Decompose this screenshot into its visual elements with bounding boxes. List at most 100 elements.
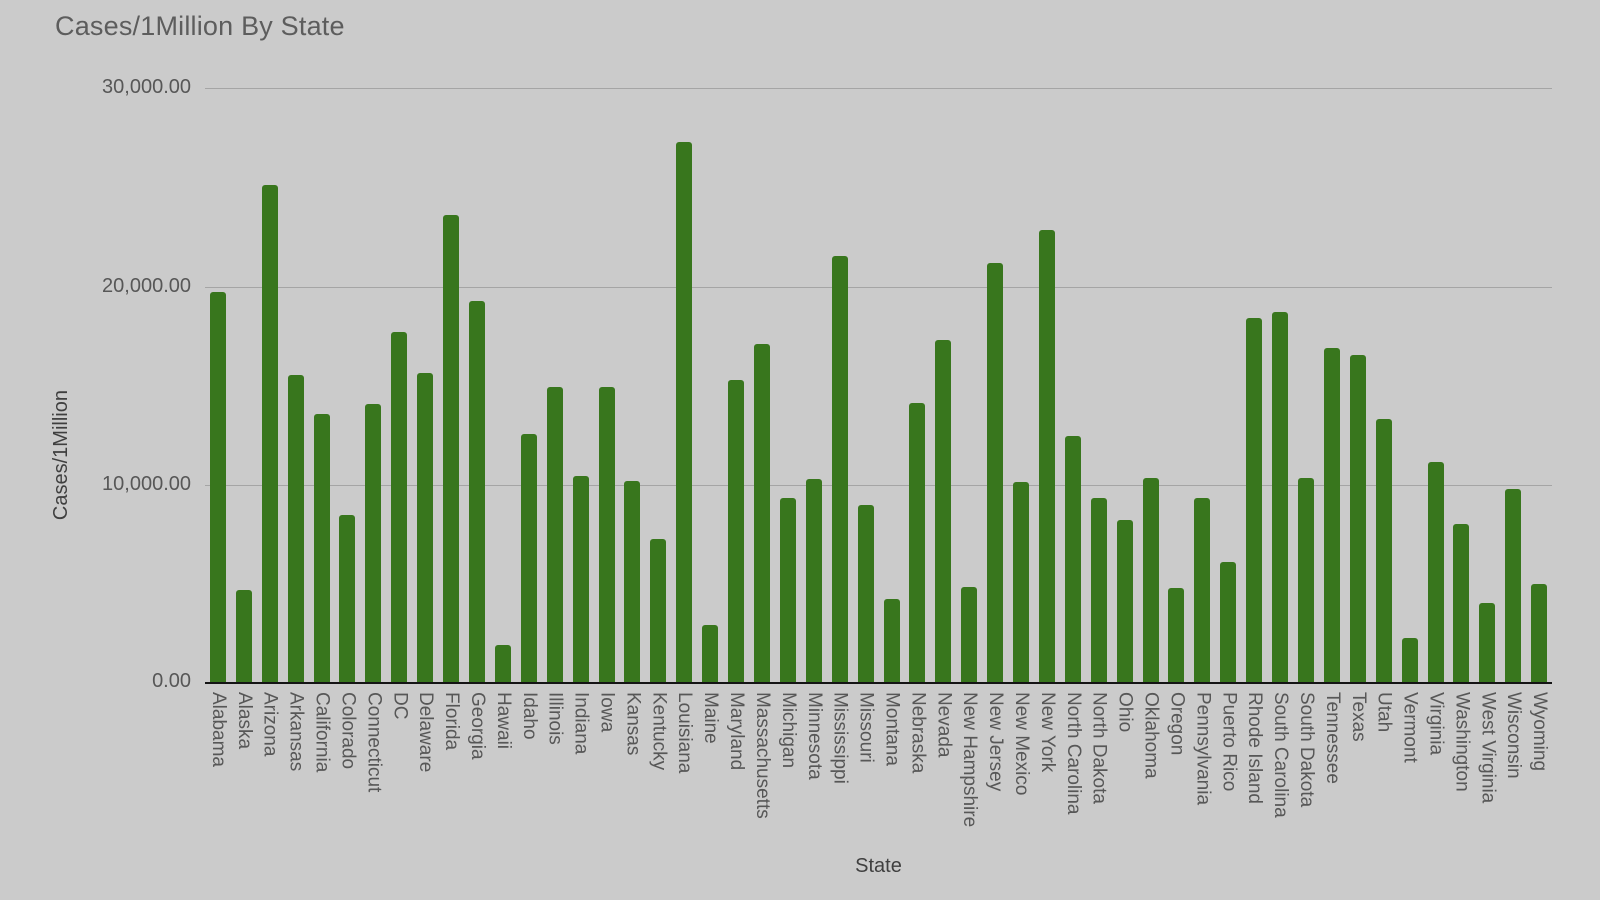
bar-indiana[interactable] xyxy=(572,475,589,683)
bar-slot xyxy=(1500,88,1526,683)
bar-south-dakota[interactable] xyxy=(1298,477,1315,683)
bar-slot xyxy=(1215,88,1241,683)
bar-arizona[interactable] xyxy=(261,185,278,683)
bar-alaska[interactable] xyxy=(235,589,252,683)
bar-connecticut[interactable] xyxy=(365,404,382,683)
x-axis-label: Alabama xyxy=(207,692,229,767)
x-label-slot: Alabama xyxy=(205,692,231,827)
bar-wisconsin[interactable] xyxy=(1505,488,1522,683)
bar-slot xyxy=(516,88,542,683)
x-axis-label: Washington xyxy=(1451,692,1473,792)
x-label-slot: Idaho xyxy=(516,692,542,827)
bar-rhode-island[interactable] xyxy=(1246,317,1263,683)
x-label-slot: Puerto Rico xyxy=(1215,692,1241,827)
bar-florida[interactable] xyxy=(443,214,460,683)
bar-slot xyxy=(1060,88,1086,683)
x-label-slot: DC xyxy=(386,692,412,827)
bar-michigan[interactable] xyxy=(779,497,796,683)
bar-slot xyxy=(1086,88,1112,683)
x-axis-label: DC xyxy=(389,692,411,720)
bar-pennsylvania[interactable] xyxy=(1194,497,1211,683)
bar-arkansas[interactable] xyxy=(287,375,304,683)
bar-slot xyxy=(1138,88,1164,683)
x-label-slot: Wisconsin xyxy=(1500,692,1526,827)
x-label-slot: Alaska xyxy=(231,692,257,827)
bar-california[interactable] xyxy=(313,414,330,683)
bar-illinois[interactable] xyxy=(546,386,563,683)
x-axis-label: Utah xyxy=(1373,692,1395,733)
bar-slot xyxy=(697,88,723,683)
bar-new-hampshire[interactable] xyxy=(961,587,978,683)
bar-kentucky[interactable] xyxy=(650,538,667,683)
bar-massachusetts[interactable] xyxy=(753,343,770,683)
bar-slot xyxy=(956,88,982,683)
bar-vermont[interactable] xyxy=(1401,638,1418,683)
x-axis-label: Indiana xyxy=(570,692,592,755)
bar-slot xyxy=(283,88,309,683)
x-label-slot: Florida xyxy=(438,692,464,827)
x-label-slot: Connecticut xyxy=(360,692,386,827)
bar-ohio[interactable] xyxy=(1116,519,1133,683)
bar-iowa[interactable] xyxy=(598,386,615,683)
bar-dc[interactable] xyxy=(391,331,408,683)
bar-utah[interactable] xyxy=(1375,419,1392,683)
x-axis-label: Oklahoma xyxy=(1140,692,1162,779)
bar-colorado[interactable] xyxy=(339,515,356,683)
x-axis-label: Kentucky xyxy=(648,692,670,771)
bar-new-mexico[interactable] xyxy=(1013,481,1030,683)
x-axis-label: Iowa xyxy=(596,692,618,733)
bar-nevada[interactable] xyxy=(935,339,952,683)
bar-wyoming[interactable] xyxy=(1531,583,1548,683)
x-axis-label: Michigan xyxy=(777,692,799,769)
bar-mississippi[interactable] xyxy=(831,255,848,683)
bar-washington[interactable] xyxy=(1453,524,1470,683)
bar-slot xyxy=(930,88,956,683)
x-axis-label: Puerto Rico xyxy=(1218,692,1240,792)
bar-hawaii[interactable] xyxy=(494,644,511,683)
y-tick-label: 10,000.00 xyxy=(102,473,191,495)
bar-west-virginia[interactable] xyxy=(1479,603,1496,683)
x-label-slot: Massachusetts xyxy=(749,692,775,827)
bar-maryland[interactable] xyxy=(728,380,745,683)
bar-nebraska[interactable] xyxy=(909,402,926,683)
x-axis-label: Arkansas xyxy=(285,692,307,772)
bar-slot xyxy=(1293,88,1319,683)
x-axis-label: South Carolina xyxy=(1270,692,1292,818)
bar-idaho[interactable] xyxy=(520,433,537,683)
bar-slot xyxy=(1034,88,1060,683)
plot-area xyxy=(205,88,1552,683)
bar-delaware[interactable] xyxy=(417,372,434,683)
bar-maine[interactable] xyxy=(702,624,719,683)
x-label-slot: Pennsylvania xyxy=(1189,692,1215,827)
bar-louisiana[interactable] xyxy=(676,141,693,683)
bar-slot xyxy=(1423,88,1449,683)
bar-minnesota[interactable] xyxy=(805,479,822,683)
gridline-20000: 20,000.00 xyxy=(102,275,1552,297)
bar-north-carolina[interactable] xyxy=(1064,436,1081,683)
x-axis-label: Colorado xyxy=(337,692,359,770)
x-axis-label: New Hampshire xyxy=(959,692,981,828)
bar-tennessee[interactable] xyxy=(1323,347,1340,683)
bar-alabama[interactable] xyxy=(209,292,226,683)
x-label-slot: Kentucky xyxy=(645,692,671,827)
bar-georgia[interactable] xyxy=(469,300,486,683)
bar-oregon[interactable] xyxy=(1168,588,1185,683)
bar-new-york[interactable] xyxy=(1038,229,1055,683)
bar-texas[interactable] xyxy=(1349,354,1366,683)
x-label-slot: Colorado xyxy=(335,692,361,827)
bar-new-jersey[interactable] xyxy=(987,262,1004,683)
bar-puerto-rico[interactable] xyxy=(1220,561,1237,683)
bar-missouri[interactable] xyxy=(857,504,874,683)
x-axis-label: Connecticut xyxy=(363,692,385,793)
bar-kansas[interactable] xyxy=(624,481,641,683)
bar-montana[interactable] xyxy=(883,599,900,683)
bar-oklahoma[interactable] xyxy=(1142,477,1159,683)
plot-region: 30,000.00 20,000.00 10,000.00 0.00 xyxy=(102,76,1552,692)
x-axis-labels: Alabama Alaska Arizona Arkansas California Co… xyxy=(205,692,1552,827)
bar-south-carolina[interactable] xyxy=(1272,311,1289,683)
bar-slot xyxy=(1526,88,1552,683)
x-axis-label: South Dakota xyxy=(1295,692,1317,808)
bar-north-dakota[interactable] xyxy=(1090,497,1107,683)
x-label-slot: Nevada xyxy=(930,692,956,827)
bar-virginia[interactable] xyxy=(1427,461,1444,683)
